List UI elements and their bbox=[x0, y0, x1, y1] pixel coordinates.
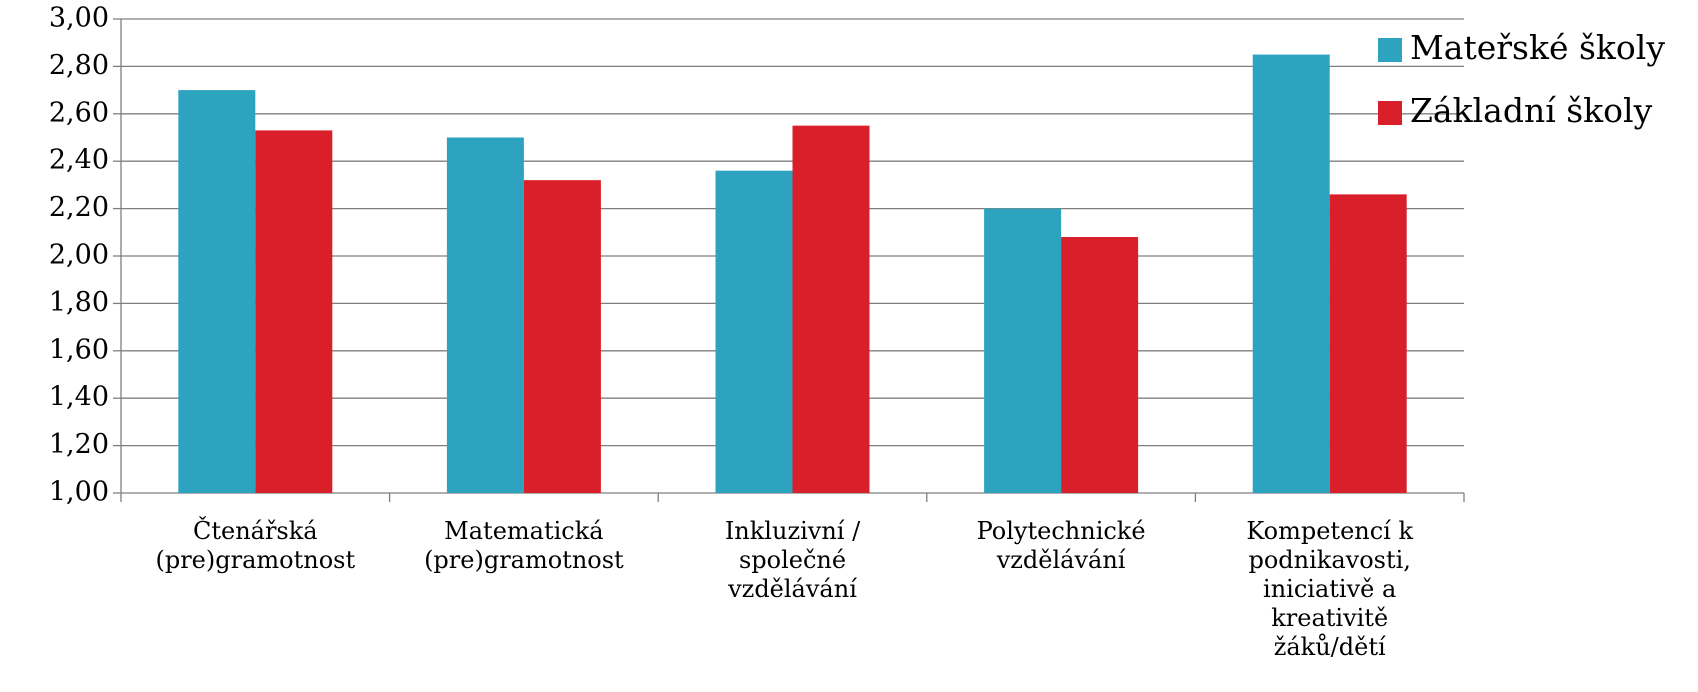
bar bbox=[255, 130, 333, 493]
y-tick-label: 1,00 bbox=[49, 477, 109, 508]
bar bbox=[1252, 54, 1330, 494]
x-tick-label: Matematická (pre)gramotnost bbox=[424, 517, 624, 574]
bar bbox=[792, 125, 870, 494]
y-tick-label: 1,20 bbox=[49, 429, 109, 460]
y-tick-label: 1,40 bbox=[49, 382, 109, 413]
x-tick-label: Kompetencí k podnikavosti, iniciativě a … bbox=[1246, 517, 1414, 661]
x-tick-label: Čtenářská (pre)gramotnost bbox=[155, 517, 356, 574]
bar bbox=[178, 90, 256, 493]
bar bbox=[523, 180, 601, 493]
bar bbox=[1329, 194, 1407, 493]
legend-label: Základní školy bbox=[1410, 91, 1653, 130]
legend-swatch bbox=[1378, 101, 1402, 125]
x-tick-label: Inkluzivní / společné vzdělávání bbox=[724, 517, 861, 603]
bar bbox=[715, 170, 793, 493]
bar bbox=[984, 208, 1062, 493]
y-tick-label: 2,80 bbox=[49, 50, 109, 81]
y-tick-label: 3,00 bbox=[49, 3, 109, 34]
legend-swatch bbox=[1378, 38, 1402, 62]
bar bbox=[446, 137, 524, 493]
y-tick-label: 2,20 bbox=[49, 192, 109, 223]
y-tick-label: 1,60 bbox=[49, 334, 109, 365]
x-tick-label: Polytechnické vzdělávání bbox=[976, 517, 1146, 574]
y-tick-label: 2,60 bbox=[49, 97, 109, 128]
y-tick-label: 2,40 bbox=[49, 145, 109, 176]
bar bbox=[1061, 237, 1139, 493]
legend-label: Mateřské školy bbox=[1410, 28, 1665, 67]
y-tick-label: 2,00 bbox=[49, 240, 109, 271]
y-tick-label: 1,80 bbox=[49, 287, 109, 318]
